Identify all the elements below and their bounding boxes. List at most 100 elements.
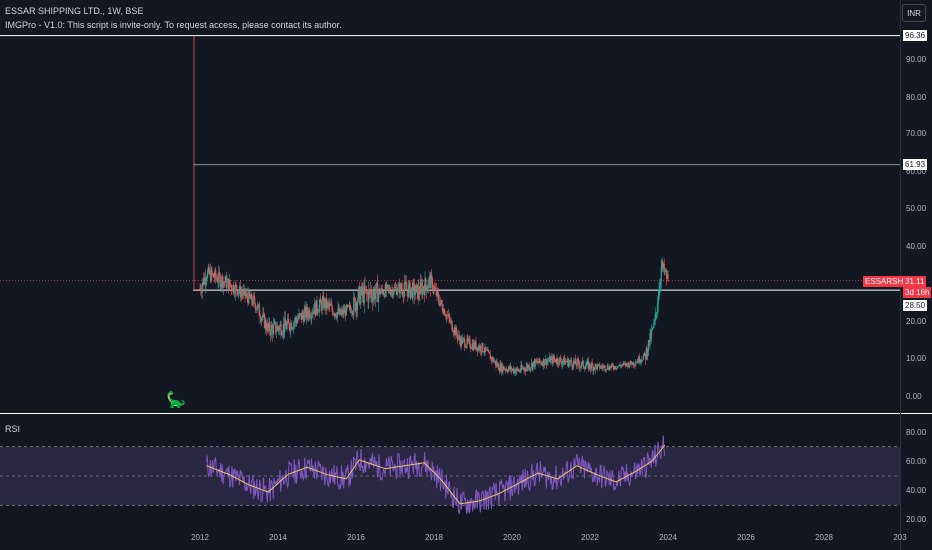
rsi-moving-average (206, 444, 666, 505)
candle-body (258, 304, 260, 316)
candle-body (323, 299, 326, 308)
candle-body (491, 357, 493, 361)
candle-body (638, 356, 641, 363)
candle-body (580, 365, 582, 367)
candle-body (503, 366, 505, 370)
candle-body (329, 304, 331, 307)
candle-body (614, 366, 616, 370)
candle-body (623, 363, 626, 364)
candle-body (610, 365, 612, 368)
candle-body (265, 320, 267, 329)
candle-body (577, 359, 579, 361)
candle-body (347, 305, 349, 308)
candle-body (295, 317, 297, 321)
candle-body (281, 333, 284, 335)
candle-body (555, 361, 557, 363)
candle-body (546, 361, 548, 365)
candle-body (342, 309, 344, 315)
candle-body (570, 359, 572, 363)
candle-body (353, 296, 355, 315)
candle-body (288, 322, 290, 329)
candle-body (431, 278, 434, 290)
candle-body (538, 358, 540, 363)
candle-body (401, 288, 403, 290)
candle-body (365, 289, 367, 291)
candle-body (236, 285, 238, 291)
candle-body (536, 361, 539, 363)
candle-body (252, 296, 254, 305)
candle-body (648, 340, 650, 345)
candle-body (248, 291, 250, 304)
candle-body (314, 302, 317, 316)
candle-body (369, 289, 371, 294)
candle-body (455, 327, 457, 336)
candle-body (533, 360, 536, 367)
candle-body (452, 330, 454, 332)
candle-body (200, 288, 202, 292)
candle-body (204, 276, 206, 285)
candle-body (512, 368, 514, 370)
candle-body (212, 273, 214, 275)
candle-body (525, 367, 527, 372)
candle-body (299, 313, 302, 315)
time-tick: 2018 (425, 533, 443, 542)
candle-body (466, 338, 468, 346)
candle-body (399, 284, 401, 294)
candle-body (378, 288, 380, 293)
tradingview-dino-icon[interactable]: 🦕 (166, 392, 186, 409)
candle-body (393, 287, 395, 293)
candle-body (320, 302, 323, 310)
candle-body (299, 313, 301, 315)
candle-body (380, 288, 383, 292)
candle-body (398, 284, 401, 294)
candle-body (209, 270, 211, 274)
candle-body (418, 286, 420, 294)
candle-body (614, 366, 617, 369)
candle-body (215, 277, 218, 279)
candle-body (489, 353, 491, 360)
candle-body (206, 278, 208, 282)
candle-body (519, 370, 521, 372)
candle-body (347, 305, 350, 307)
candle-body (394, 287, 396, 289)
candle-body (217, 282, 219, 283)
candle-body (315, 299, 317, 316)
candle-body (559, 357, 561, 359)
candle-body (662, 261, 664, 268)
candle-body (565, 361, 567, 362)
candle-body (331, 304, 333, 310)
candle-body (541, 363, 543, 365)
candle-body (560, 361, 563, 365)
candle-body (402, 294, 404, 297)
candle-body (457, 337, 459, 339)
candle-body (260, 318, 262, 321)
candle-body (500, 364, 502, 372)
candle-body (245, 293, 248, 296)
candle-body (317, 311, 319, 313)
currency-button[interactable]: INR (902, 4, 926, 22)
candle-body (213, 277, 215, 279)
candle-body (587, 361, 589, 362)
candle-body (520, 364, 522, 371)
candle-body (647, 340, 650, 351)
candle-body (572, 361, 575, 368)
candle-body (497, 363, 500, 370)
candle-body (313, 310, 315, 315)
candle-body (395, 287, 397, 289)
candle-body (214, 270, 216, 279)
candle-body (653, 322, 655, 328)
candle-body (638, 356, 640, 363)
candle-body (241, 292, 243, 294)
candle-body (441, 304, 443, 311)
candle-body (530, 367, 532, 369)
candle-body (663, 263, 665, 272)
candle-body (593, 367, 595, 372)
candle-body (473, 342, 476, 349)
symbol-tag: ESSARSHPNG (863, 276, 923, 287)
candle-body (233, 292, 236, 295)
candle-body (617, 365, 620, 367)
candle-body (380, 291, 382, 295)
candle-body (417, 286, 419, 299)
candle-body (210, 269, 212, 282)
